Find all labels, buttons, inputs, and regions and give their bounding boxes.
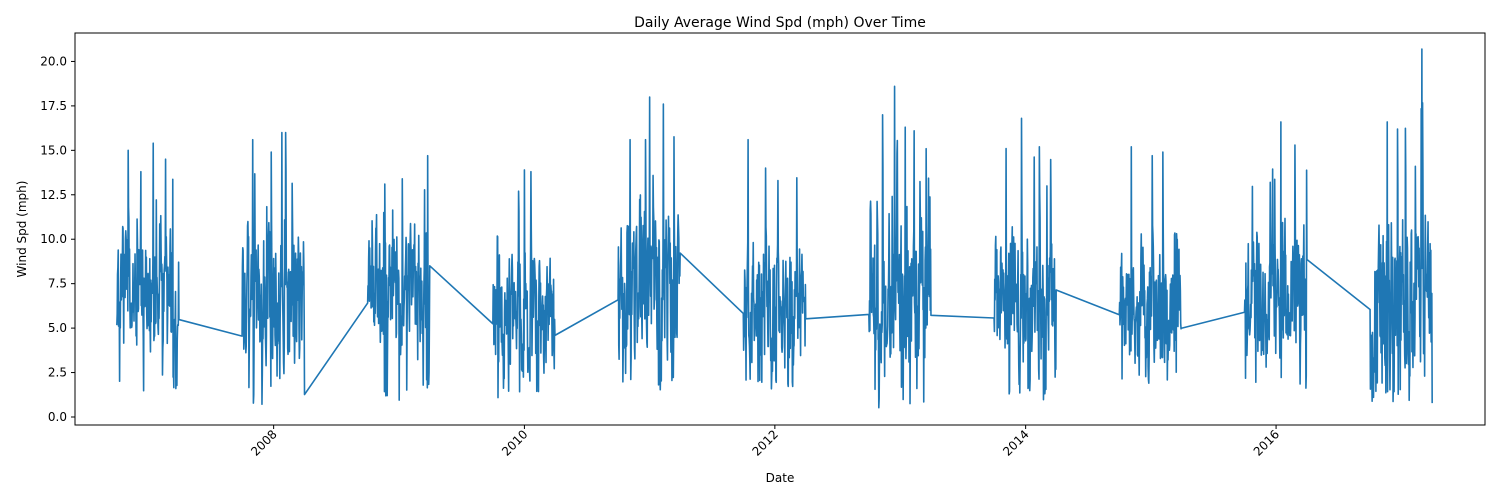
wind-speed-series-line — [116, 48, 1433, 409]
y-tick-label: 17.5 — [40, 99, 67, 113]
y-tick-label: 10.0 — [40, 232, 67, 246]
y-tick-label: 15.0 — [40, 143, 67, 157]
y-tick-label: 12.5 — [40, 188, 67, 202]
y-tick-label: 7.5 — [48, 277, 67, 291]
chart-title: Daily Average Wind Spd (mph) Over Time — [634, 15, 926, 31]
y-tick-label: 20.0 — [40, 54, 67, 68]
y-tick-label: 0.0 — [48, 410, 67, 424]
plot-area-frame — [74, 32, 1486, 426]
y-axis-label: Wind Spd (mph) — [15, 181, 29, 278]
y-axis: 0.0 2.5 5.0 7.5 10.0 12.5 15.0 17.5 20.0 — [40, 54, 75, 424]
y-tick-label: 5.0 — [48, 321, 67, 335]
x-axis-label: Date — [766, 471, 795, 485]
y-tick-label: 2.5 — [48, 366, 67, 380]
